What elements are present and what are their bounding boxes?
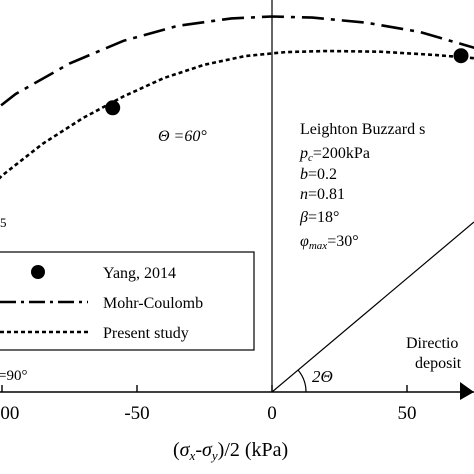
param-phi: φmax=30° xyxy=(300,233,359,252)
angle-arc xyxy=(297,369,307,393)
curves-layer xyxy=(0,15,474,180)
mohr-coulomb-curve xyxy=(0,15,474,108)
theta-90-label: =90° xyxy=(0,368,27,384)
yang-data-point-3 xyxy=(453,48,469,64)
param-n: n=0.81 xyxy=(300,186,345,203)
legend-mohr-label: Mohr-Coulomb xyxy=(103,295,203,312)
param-pc: pc=200kPa xyxy=(299,145,370,164)
direction-arrowhead xyxy=(460,382,474,400)
legend-yang-marker xyxy=(31,265,45,279)
x-tick-label: -50 xyxy=(124,403,149,424)
markers-layer xyxy=(105,48,469,116)
direction-label-line2: deposit xyxy=(415,355,462,372)
theta-partial-label: 5 xyxy=(0,215,7,230)
legend: Yang, 2014 Mohr-Coulomb Present study xyxy=(0,251,255,351)
deposition-direction-line xyxy=(271,221,474,393)
legend-present-label: Present study xyxy=(103,325,189,342)
param-b: b=0.2 xyxy=(300,166,337,183)
material-label: Leighton Buzzard s xyxy=(300,121,425,138)
theta-60-label: Θ =60° xyxy=(158,128,207,145)
direction-label-line1: Directio xyxy=(406,335,458,352)
param-beta: β=18° xyxy=(299,209,339,226)
x-tick-label: 0 xyxy=(267,403,277,424)
yang-data-point-1 xyxy=(105,100,121,116)
x-tick-label: -100 xyxy=(0,403,19,424)
legend-yang-label: Yang, 2014 xyxy=(103,265,176,282)
x-axis-label: (σx-σy)/2 (kPa) xyxy=(173,439,288,463)
present-study-curve xyxy=(0,49,474,180)
x-ticks-layer: -100 -50 0 50 xyxy=(0,385,417,424)
x-tick-label: 50 xyxy=(398,403,417,424)
angle-label: 2Θ xyxy=(312,367,333,386)
parameter-annotation: Leighton Buzzard s pc=200kPa b=0.2 n=0.8… xyxy=(299,121,425,252)
